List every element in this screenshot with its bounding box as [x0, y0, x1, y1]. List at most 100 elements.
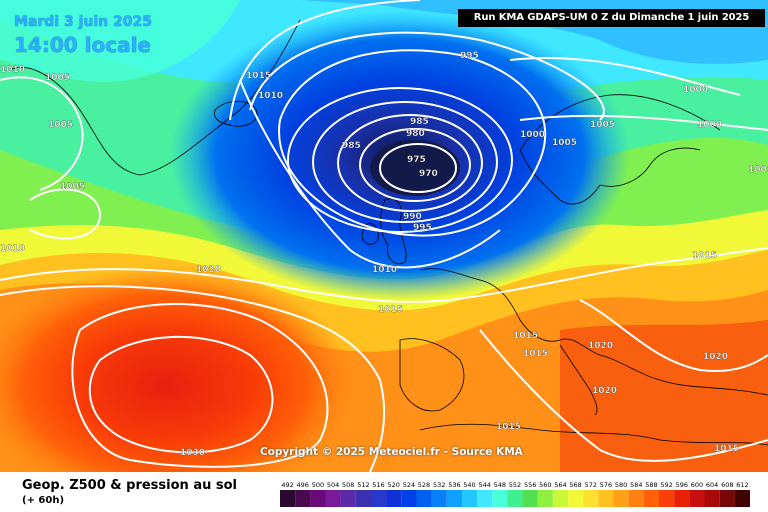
legend-value-label: 548 — [494, 481, 506, 489]
legend-value-label: 528 — [418, 481, 430, 489]
isobar-label: 975 — [407, 155, 426, 165]
isobar-1015 — [0, 247, 768, 303]
legend-value-label: 560 — [539, 481, 551, 489]
legend-value-label: 512 — [357, 481, 369, 489]
isobar-label: 995 — [413, 223, 432, 233]
isobar-label: 1005 — [48, 120, 73, 130]
isobar-label: 1020 — [703, 352, 728, 362]
isobar-1005-greenland — [29, 188, 102, 240]
isobar-1005-north — [229, 0, 768, 131]
legend-swatch — [431, 490, 447, 507]
isobar-label: 1005 — [552, 138, 577, 148]
legend-swatch — [598, 490, 614, 507]
isobar-label: 1015 — [378, 305, 403, 315]
legend-swatch — [371, 490, 387, 507]
legend-value-label: 608 — [721, 481, 733, 489]
legend-value-label: 568 — [569, 481, 581, 489]
isobar-label: 1005 — [60, 182, 85, 192]
legend-value-label: 604 — [706, 481, 718, 489]
isobar-label: 1015 — [496, 422, 521, 432]
legend-value-label: 572 — [585, 481, 597, 489]
isobar-label: 1020 — [196, 265, 221, 275]
iberia-coast — [399, 338, 465, 412]
british-isles-coast — [380, 198, 407, 265]
isobar-label: 1010 — [258, 91, 283, 101]
legend-swatch — [704, 490, 720, 507]
legend-value-label: 508 — [342, 481, 354, 489]
high-center-label: 1030 — [180, 448, 205, 458]
legend-swatch — [507, 490, 523, 507]
isobar-975 — [359, 128, 471, 202]
forecast-local-time: 14:00 locale — [14, 33, 151, 57]
isobars — [0, 0, 768, 472]
legend-swatch — [401, 490, 417, 507]
legend-swatch — [386, 490, 402, 507]
isobar-label: 980 — [406, 129, 425, 139]
legend-swatch — [689, 490, 705, 507]
isobar-990 — [287, 87, 513, 233]
isobar-label: 1000 — [520, 130, 545, 140]
isobar-label: 1000 — [748, 165, 768, 175]
isobar-labels: 1010 1005 1005 1005 1010 1015 1010 995 9… — [0, 51, 768, 458]
legend-swatch — [674, 490, 690, 507]
isobar-label: 1005 — [45, 73, 70, 83]
legend-value-label: 524 — [403, 481, 415, 489]
isobar-985 — [312, 101, 498, 223]
legend-swatch — [628, 490, 644, 507]
legend-value-label: 556 — [524, 481, 536, 489]
isobar-1015-south — [479, 329, 768, 462]
legend-value-label: 516 — [372, 481, 384, 489]
legend-swatch — [613, 490, 629, 507]
isobar-label: 1015 — [513, 331, 538, 341]
iceland-coast — [214, 101, 258, 127]
greenland-coast — [9, 19, 301, 176]
legend-swatch — [446, 490, 462, 507]
isobar-1020 — [0, 285, 386, 472]
lead-time: (+ 60h) — [22, 495, 65, 506]
isobar-label: 1015 — [523, 349, 548, 359]
forecast-date: Mardi 3 juin 2025 — [14, 14, 152, 30]
isobar-label: 1010 — [0, 65, 25, 75]
isobar-1025 — [71, 302, 329, 468]
isobar-label: 1000 — [697, 120, 722, 130]
scandinavia-coast — [519, 94, 721, 205]
legend-value-label: 588 — [645, 481, 657, 489]
legend-value-label: 496 — [296, 481, 308, 489]
baltic-coast — [599, 147, 701, 187]
legend-value-label: 504 — [327, 481, 339, 489]
isobar-label: 1000 — [683, 85, 708, 95]
legend-swatch — [280, 490, 296, 507]
legend-value-label: 564 — [554, 481, 566, 489]
weather-map: 1010 1005 1005 1005 1010 1015 1010 995 9… — [0, 0, 768, 472]
legend-swatch — [552, 490, 569, 507]
legend-swatch — [416, 490, 432, 507]
run-info-banner: Run KMA GDAPS-UM 0 Z du Dimanche 1 juin … — [458, 9, 765, 27]
isobar-1000 — [249, 31, 741, 121]
legend-swatch — [734, 490, 750, 507]
isobar-label: 990 — [403, 212, 422, 222]
color-legend: 492 496 500 504 508 512 516 520 524 528 532 536 540 5… — [280, 481, 750, 507]
legend-value-label: 576 — [600, 481, 612, 489]
isobar-980 — [337, 114, 483, 212]
legend-value-label: 532 — [433, 481, 445, 489]
legend-swatch — [719, 490, 735, 507]
legend-value-label: 612 — [736, 481, 748, 489]
isobar-label: 1020 — [588, 341, 613, 351]
low-center-label: 970 — [419, 169, 438, 179]
legend-swatch — [568, 490, 584, 507]
legend-value-label: 492 — [281, 481, 293, 489]
legend-swatch — [643, 490, 660, 507]
isobar-label: 985 — [410, 117, 429, 127]
legend-swatch — [492, 490, 508, 507]
legend-value-label: 552 — [509, 481, 521, 489]
legend-swatch — [310, 490, 326, 507]
legend-value-label: 520 — [387, 481, 399, 489]
isobar-label: 1015 — [692, 251, 717, 261]
product-title: Geop. Z500 & pression au sol — [22, 478, 237, 493]
legend-swatch — [295, 490, 311, 507]
isobar-label: 1010 — [372, 265, 397, 275]
isobar-1005-west — [0, 76, 84, 191]
isobar-label: 985 — [342, 141, 361, 151]
legend-swatch — [537, 490, 553, 507]
isobar-1020-east — [579, 299, 768, 372]
